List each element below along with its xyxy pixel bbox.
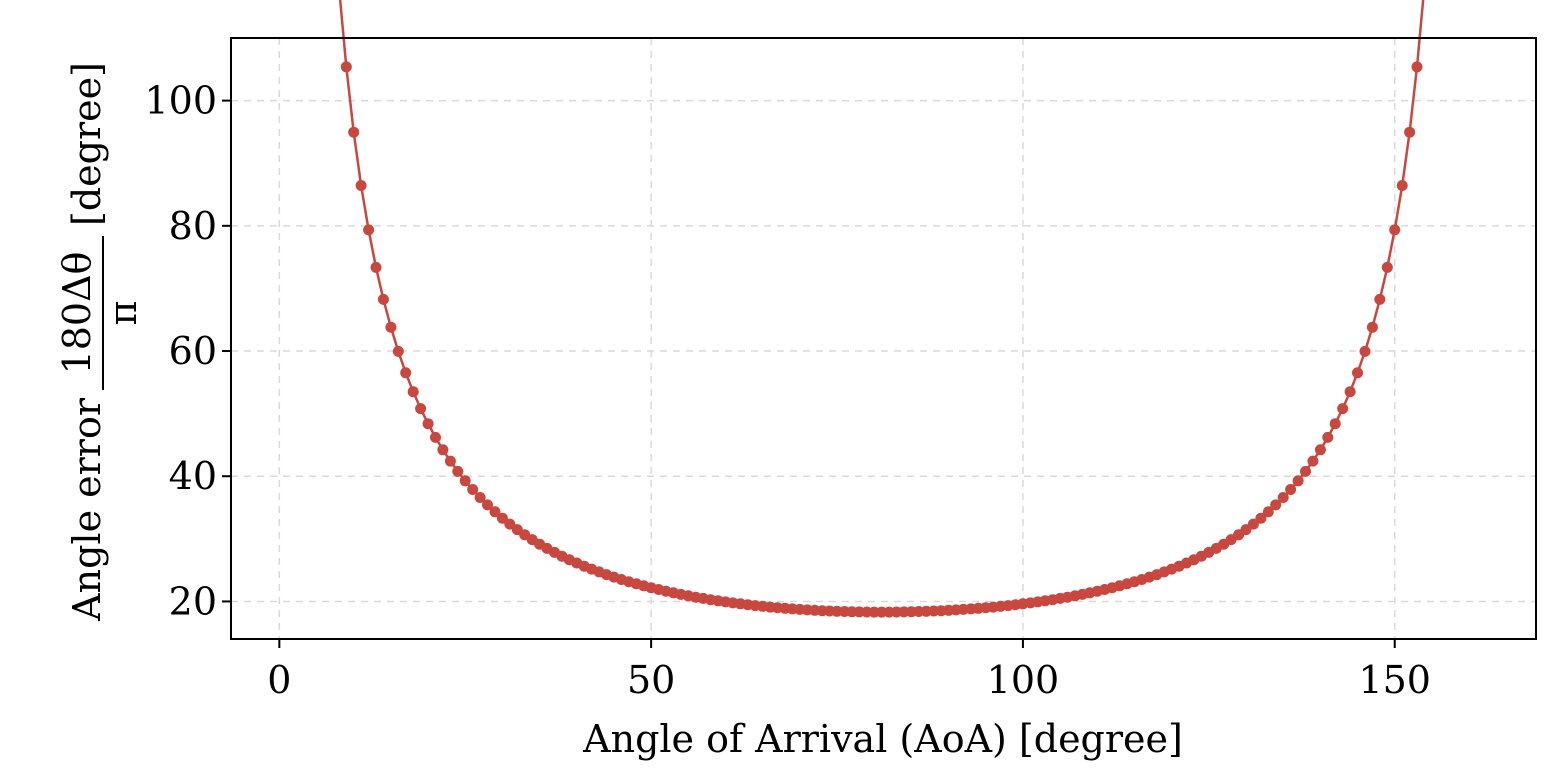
series-line xyxy=(338,0,1425,614)
y-tick-label: 60 xyxy=(169,329,217,373)
data-point xyxy=(1381,261,1393,273)
data-point xyxy=(1322,431,1334,443)
data-point xyxy=(1262,506,1274,518)
data-point xyxy=(1329,418,1341,430)
series-points xyxy=(340,61,1423,618)
data-point xyxy=(459,475,471,487)
data-point xyxy=(1359,345,1371,357)
data-point xyxy=(496,512,508,524)
data-point xyxy=(430,431,441,443)
axis-ticks: 0 50 100 150 20 40 60 80 100 xyxy=(144,79,1431,702)
y-axis-label-numerator: 180Δθ xyxy=(55,252,99,375)
data-point xyxy=(363,224,375,236)
y-axis-label-denominator: π xyxy=(101,301,145,326)
data-point xyxy=(355,180,367,191)
data-point xyxy=(348,126,360,138)
data-point xyxy=(1411,61,1423,73)
data-point xyxy=(1374,293,1386,305)
x-tick-label: 0 xyxy=(267,658,291,702)
data-point xyxy=(370,261,382,273)
y-tick-label: 100 xyxy=(144,79,217,123)
data-point xyxy=(1366,321,1378,333)
data-point xyxy=(1255,512,1267,524)
x-tick-label: 100 xyxy=(987,658,1060,702)
x-tick-label: 50 xyxy=(627,658,675,702)
data-point xyxy=(1344,386,1356,398)
y-axis-label: Angle error 180Δθ π [degree] xyxy=(55,62,145,622)
y-tick-label: 40 xyxy=(169,454,217,498)
data-point xyxy=(1404,126,1416,138)
data-point xyxy=(1337,403,1349,415)
y-tick-label: 80 xyxy=(169,204,217,248)
data-point xyxy=(467,484,479,495)
data-point xyxy=(1292,475,1304,487)
data-point xyxy=(1300,465,1311,477)
data-point xyxy=(444,455,456,467)
data-point xyxy=(482,499,493,511)
data-point xyxy=(422,418,434,430)
data-point xyxy=(385,321,397,333)
data-point xyxy=(1277,492,1289,503)
x-tick-label: 150 xyxy=(1358,658,1431,702)
y-axis-label-prefix: Angle error xyxy=(65,397,109,622)
data-point xyxy=(1389,224,1401,236)
y-axis-label-unit: [degree] xyxy=(65,62,109,226)
data-point xyxy=(400,367,412,379)
x-axis-label: Angle of Arrival (AoA) [degree] xyxy=(582,717,1183,761)
data-point xyxy=(1247,518,1259,530)
data-point xyxy=(1307,455,1319,467)
data-point xyxy=(1270,499,1282,511)
data-point xyxy=(1285,484,1297,495)
data-point xyxy=(415,403,427,415)
data-point xyxy=(1396,180,1408,191)
series-polyline xyxy=(338,0,1425,614)
data-point xyxy=(1314,444,1326,456)
data-point xyxy=(489,506,501,518)
data-point xyxy=(1352,367,1363,379)
data-point xyxy=(377,293,389,305)
data-point xyxy=(452,465,464,477)
data-point xyxy=(407,386,419,398)
data-point xyxy=(392,345,404,357)
data-point xyxy=(474,492,486,503)
y-tick-label: 20 xyxy=(169,579,217,623)
grid-lines xyxy=(231,38,1536,639)
plot-frame xyxy=(230,37,1537,640)
data-point xyxy=(437,444,449,456)
data-point xyxy=(340,61,352,73)
